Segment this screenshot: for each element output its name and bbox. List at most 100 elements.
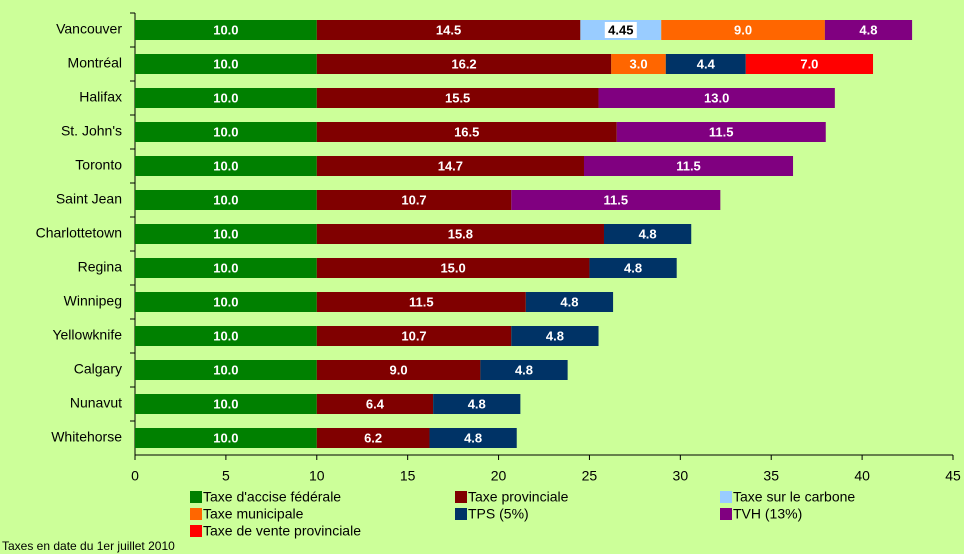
bar-segment (745, 54, 874, 74)
value-label: 9.0 (734, 22, 752, 37)
value-label: 3.0 (629, 56, 647, 71)
bar-segment (135, 54, 317, 74)
bar-segment (511, 190, 721, 210)
y-tick-label: St. John's (61, 123, 122, 139)
value-label: 16.2 (451, 56, 476, 71)
value-label: 6.2 (364, 430, 382, 445)
x-tick-label: 15 (400, 468, 416, 484)
legend-label: Taxe provinciale (468, 489, 569, 505)
value-label: 7.0 (800, 56, 818, 71)
bar-segment (316, 428, 430, 448)
bar-segment (583, 156, 794, 176)
x-tick-label: 35 (763, 468, 779, 484)
value-label: 13.0 (704, 90, 729, 105)
y-tick-label: Montréal (68, 55, 122, 71)
value-label: 10.0 (213, 226, 238, 241)
legend-swatch (190, 491, 202, 503)
y-tick-label: Regina (78, 259, 123, 275)
value-label: 4.8 (546, 328, 564, 343)
bar-segment (661, 20, 825, 40)
legend-swatch (190, 525, 202, 537)
bar-segment (135, 258, 317, 278)
value-label-box (604, 22, 637, 38)
bar-segment (316, 122, 617, 142)
value-label: 4.45 (608, 22, 633, 37)
legend-label: TVH (13%) (733, 506, 802, 522)
legend-label: Taxe sur le carbone (733, 489, 855, 505)
bar-segment (316, 54, 612, 74)
value-label: 15.8 (448, 226, 473, 241)
legend-swatch (720, 491, 732, 503)
value-label: 14.5 (436, 22, 461, 37)
bar-segment (433, 394, 521, 414)
bar-segment (135, 122, 317, 142)
x-tick-label: 40 (854, 468, 870, 484)
bar-segment (135, 394, 317, 414)
x-tick-label: 5 (222, 468, 230, 484)
value-label: 10.7 (401, 328, 426, 343)
value-label: 15.0 (440, 260, 465, 275)
value-label: 10.0 (213, 396, 238, 411)
y-tick-label: Vancouver (56, 21, 122, 37)
bar-segment (316, 292, 526, 312)
bar-segment (135, 156, 317, 176)
value-label: 16.5 (454, 124, 479, 139)
legend-label: Taxe municipale (203, 506, 304, 522)
bar-segment (135, 224, 317, 244)
bar-segment (135, 88, 317, 108)
bar-segment (316, 360, 481, 380)
x-tick-label: 25 (582, 468, 598, 484)
value-label: 10.0 (213, 90, 238, 105)
value-label: 6.4 (366, 396, 385, 411)
bar-segment (135, 360, 317, 380)
bar-segment (616, 122, 826, 142)
value-label: 10.0 (213, 260, 238, 275)
legend-swatch (455, 508, 467, 520)
value-label: 10.0 (213, 328, 238, 343)
legend-label: Taxe d'accise fédérale (203, 489, 341, 505)
value-label: 9.0 (390, 362, 408, 377)
x-tick-label: 30 (673, 468, 689, 484)
bar-segment (511, 326, 599, 346)
bar-segment (316, 258, 590, 278)
y-tick-label: Calgary (74, 361, 122, 377)
bar-segment (316, 20, 581, 40)
value-label: 10.0 (213, 430, 238, 445)
value-label: 14.7 (438, 158, 463, 173)
bar-segment (480, 360, 568, 380)
bar-segment (665, 54, 746, 74)
y-tick-label: Halifax (79, 89, 122, 105)
legend-swatch (190, 508, 202, 520)
bar-segment (135, 190, 317, 210)
bar-segment (135, 428, 317, 448)
legend-swatch (455, 491, 467, 503)
y-tick-label: Yellowknife (52, 327, 122, 343)
bar-segment (316, 156, 584, 176)
bar-segment (316, 326, 512, 346)
y-tick-label: Nunavut (70, 395, 122, 411)
x-tick-label: 0 (131, 468, 139, 484)
bar-segment (611, 54, 666, 74)
bar-segment (598, 88, 835, 108)
y-tick-label: Toronto (75, 157, 122, 173)
y-tick-label: Charlottetown (36, 225, 122, 241)
footnote: Taxes en date du 1er juillet 2010 (2, 539, 175, 553)
value-label: 4.4 (697, 56, 716, 71)
value-label: 4.8 (515, 362, 533, 377)
value-label: 4.8 (624, 260, 642, 275)
value-label: 4.8 (464, 430, 482, 445)
value-label: 10.0 (213, 56, 238, 71)
bar-segment (429, 428, 517, 448)
x-tick-label: 10 (309, 468, 325, 484)
bar-segment (135, 326, 317, 346)
value-label: 10.7 (401, 192, 426, 207)
bar-segment (316, 394, 434, 414)
value-label: 4.8 (560, 294, 578, 309)
value-label: 10.0 (213, 22, 238, 37)
value-label: 10.0 (213, 192, 238, 207)
legend-swatch (720, 508, 732, 520)
value-label: 11.5 (709, 124, 734, 139)
y-tick-label: Saint Jean (56, 191, 122, 207)
